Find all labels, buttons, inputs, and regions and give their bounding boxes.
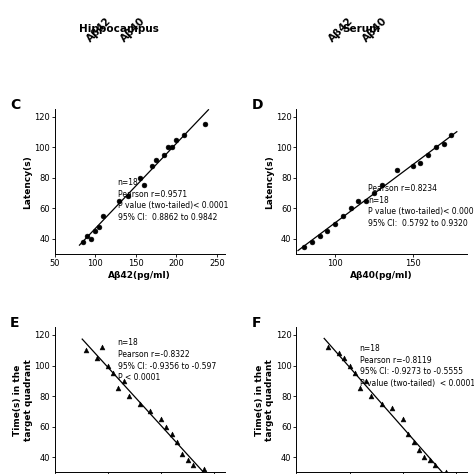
Point <box>120 377 128 384</box>
Y-axis label: Time(s) in the
target quadrant: Time(s) in the target quadrant <box>13 359 33 441</box>
Point <box>325 344 332 351</box>
Point <box>152 156 160 164</box>
Point <box>160 151 168 159</box>
Point <box>201 120 209 128</box>
Point <box>301 243 308 250</box>
Y-axis label: Latency(s): Latency(s) <box>24 155 33 209</box>
Text: n=18
Pearson r=0.9571
P value (two-tailed)< 0.0001
95% CI:  0.8862 to 0.9842: n=18 Pearson r=0.9571 P value (two-taile… <box>118 178 228 222</box>
Point <box>104 362 111 369</box>
Point <box>136 400 144 408</box>
Point <box>355 197 362 205</box>
Text: Hippocampus: Hippocampus <box>79 24 159 34</box>
Point <box>91 228 99 235</box>
Point <box>179 450 186 458</box>
Point <box>363 197 370 205</box>
Point <box>335 349 343 357</box>
Point <box>116 197 123 205</box>
Point <box>93 354 101 362</box>
Point <box>189 461 197 469</box>
Text: Aβ40: Aβ40 <box>361 15 390 44</box>
Point <box>164 144 172 151</box>
Text: n=18
Pearson r=-0.8322
95% CI: -0.9356 to -0.597
P < 0.0001: n=18 Pearson r=-0.8322 95% CI: -0.9356 t… <box>118 338 216 383</box>
Text: Pearson r=0.8234
n=18
P value (two-tailed)< 0.0001
95% CI:  0.5792 to 0.9320: Pearson r=0.8234 n=18 P value (two-taile… <box>368 184 474 228</box>
Point <box>378 400 385 408</box>
Point <box>316 232 324 240</box>
Point <box>146 408 154 415</box>
Point <box>424 151 432 159</box>
Point <box>200 465 208 473</box>
Point <box>184 456 191 464</box>
Point <box>410 438 418 446</box>
Text: E: E <box>10 316 20 330</box>
Point <box>87 235 95 243</box>
Point <box>95 223 103 230</box>
Point <box>431 461 439 469</box>
Point <box>367 392 375 400</box>
Point <box>351 369 359 377</box>
Point <box>417 159 424 166</box>
Point <box>168 430 175 438</box>
Text: Serum: Serum <box>342 24 380 34</box>
Text: D: D <box>252 98 264 111</box>
Point <box>339 212 347 220</box>
Point <box>356 385 364 392</box>
Point <box>83 232 91 240</box>
Text: n=18
Pearson r=-0.8119
95% CI: -0.9273 to -0.5555
P value (two-tailed)  < 0.0001: n=18 Pearson r=-0.8119 95% CI: -0.9273 t… <box>360 344 474 388</box>
Point <box>432 144 440 151</box>
Point <box>82 346 90 354</box>
Point <box>173 438 181 446</box>
Text: Aβ42: Aβ42 <box>327 15 356 44</box>
Point <box>109 369 117 377</box>
Point <box>393 166 401 174</box>
X-axis label: Aβ40(pg/ml): Aβ40(pg/ml) <box>350 271 413 280</box>
Point <box>409 162 417 169</box>
Point <box>100 212 107 220</box>
Point <box>115 385 122 392</box>
Point <box>370 189 378 197</box>
Y-axis label: Time(s) in the
target quadrant: Time(s) in the target quadrant <box>255 359 274 441</box>
Point <box>440 140 447 148</box>
X-axis label: Aβ42(pg/ml): Aβ42(pg/ml) <box>109 271 171 280</box>
Point <box>163 423 170 430</box>
Point <box>347 205 355 212</box>
Text: Aβ40: Aβ40 <box>119 15 147 44</box>
Point <box>447 131 455 139</box>
Point <box>168 144 176 151</box>
Point <box>140 182 147 189</box>
Point <box>308 238 316 246</box>
Point <box>124 192 131 200</box>
Point <box>157 415 165 423</box>
Point <box>136 174 144 182</box>
Point <box>362 377 370 384</box>
Point <box>324 228 331 235</box>
Point <box>173 136 180 144</box>
Y-axis label: Latency(s): Latency(s) <box>265 155 274 209</box>
Point <box>148 162 155 169</box>
Point <box>346 362 354 369</box>
Point <box>426 456 433 464</box>
Point <box>181 131 188 139</box>
Point <box>378 182 385 189</box>
Point <box>125 392 133 400</box>
Point <box>99 344 106 351</box>
Point <box>331 220 339 228</box>
Text: C: C <box>10 98 20 111</box>
Text: F: F <box>252 316 262 330</box>
Point <box>420 454 428 461</box>
Point <box>399 415 407 423</box>
Point <box>404 430 412 438</box>
Point <box>341 354 348 362</box>
Point <box>389 404 396 412</box>
Text: Aβ42: Aβ42 <box>85 15 114 44</box>
Point <box>79 238 87 246</box>
Point <box>442 469 449 474</box>
Point <box>415 446 423 453</box>
